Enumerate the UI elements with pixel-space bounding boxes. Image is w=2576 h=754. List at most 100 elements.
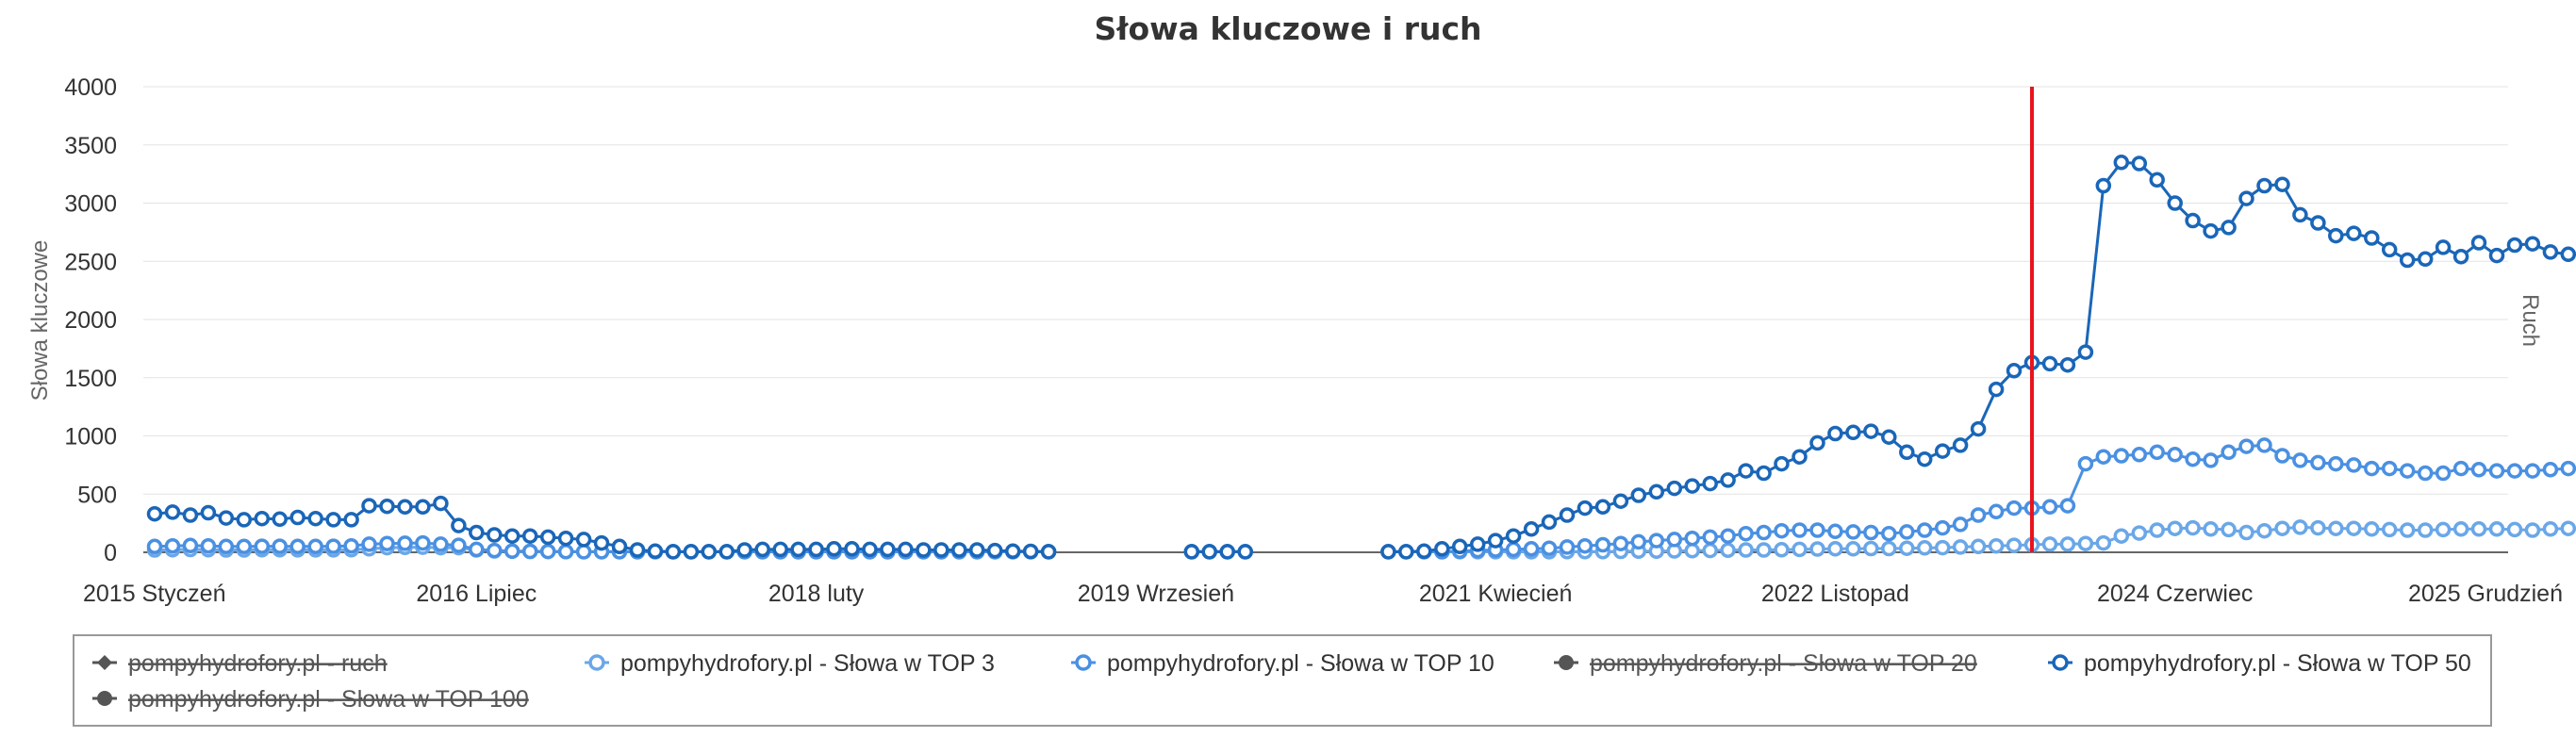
y-axis-title: Słowa kluczowe <box>27 240 53 402</box>
data-point <box>218 538 235 555</box>
data-point <box>1792 522 1808 538</box>
data-point <box>2221 220 2237 236</box>
x-tick-label: 2024 Czerwiec <box>2097 581 2253 607</box>
data-point <box>1934 443 1951 459</box>
data-point <box>415 534 431 551</box>
data-point <box>2113 528 2130 544</box>
data-point <box>2238 190 2254 206</box>
data-point <box>2364 230 2380 246</box>
data-point <box>539 529 556 546</box>
data-point <box>1451 538 1468 555</box>
data-point <box>307 510 323 527</box>
data-point <box>2221 521 2237 538</box>
data-point <box>2524 236 2541 252</box>
y-tick-label: 4000 <box>64 74 117 101</box>
data-point <box>1594 499 1611 516</box>
data-point <box>2185 212 2201 229</box>
data-point <box>1201 544 1217 560</box>
data-point <box>218 510 235 526</box>
data-point <box>361 498 377 514</box>
data-point <box>2364 460 2380 477</box>
data-point <box>2221 444 2237 461</box>
y-tick-label: 500 <box>77 482 117 508</box>
data-point <box>1577 500 1593 516</box>
y-tick-label: 3500 <box>64 133 117 159</box>
legend-label: pompyhydrofory.pl - Słowa w TOP 100 <box>128 686 529 713</box>
data-point <box>1899 444 1915 461</box>
data-point <box>2131 156 2148 172</box>
data-point <box>2417 522 2434 538</box>
data-point <box>2238 524 2254 541</box>
data-point <box>1756 524 1772 541</box>
data-point <box>1684 530 1700 547</box>
data-point <box>2524 522 2541 538</box>
data-point <box>1022 543 1039 560</box>
data-point <box>1577 537 1593 554</box>
data-point <box>182 537 199 554</box>
data-point <box>2149 444 2165 461</box>
data-point <box>736 542 752 558</box>
data-point <box>504 543 520 560</box>
data-point <box>2006 363 2023 379</box>
data-point <box>2185 451 2201 467</box>
data-point <box>469 541 485 558</box>
data-point <box>2131 447 2148 463</box>
data-point <box>593 534 610 551</box>
legend-label: pompyhydrofory.pl - Słowa w TOP 10 <box>1107 650 1494 677</box>
legend-item: pompyhydrofory.pl - Słowa w TOP 10 <box>1071 650 1494 677</box>
data-point <box>2381 460 2398 477</box>
data-point <box>2256 177 2272 194</box>
data-point <box>182 507 199 523</box>
data-point <box>2095 534 2112 551</box>
data-point <box>1666 532 1683 548</box>
data-point <box>2346 225 2362 241</box>
data-point <box>1916 522 1933 538</box>
legend-label: pompyhydrofory.pl - Słowa w TOP 20 <box>1590 650 1977 677</box>
data-point <box>808 541 824 558</box>
data-point <box>1559 539 1576 555</box>
data-point <box>2149 522 2165 538</box>
data-point <box>826 541 842 557</box>
data-point <box>1988 537 2005 554</box>
series-line <box>154 160 2568 553</box>
data-point <box>1827 425 1843 442</box>
data-point <box>557 544 574 560</box>
legend-item: pompyhydrofory.pl - Słowa w TOP 100 <box>92 686 529 713</box>
data-point <box>289 509 305 526</box>
data-point <box>200 504 217 521</box>
data-point <box>575 544 592 560</box>
legend-marker-icon <box>588 654 605 671</box>
data-point <box>1612 535 1629 551</box>
data-point <box>1219 544 1235 560</box>
data-point <box>2077 455 2094 472</box>
data-point <box>2346 457 2362 473</box>
data-point <box>2328 227 2344 244</box>
data-point <box>2006 537 2023 553</box>
data-point <box>1756 465 1772 482</box>
data-point <box>2560 246 2576 263</box>
data-point <box>2006 500 2023 516</box>
data-point <box>2203 452 2219 468</box>
data-point <box>718 544 735 560</box>
data-point <box>1738 463 1754 479</box>
data-point <box>2256 522 2272 539</box>
data-point <box>469 524 485 541</box>
data-point <box>1881 540 1897 557</box>
data-point <box>307 538 323 555</box>
data-point <box>933 542 949 558</box>
data-point <box>1809 434 1825 451</box>
data-point <box>1398 544 1414 560</box>
data-point <box>1845 524 1861 540</box>
data-point <box>1863 540 1879 557</box>
data-point <box>2506 521 2523 538</box>
data-point <box>272 511 288 528</box>
y-tick-label: 0 <box>104 540 117 566</box>
data-point <box>2488 247 2505 264</box>
data-point <box>629 542 646 558</box>
data-point <box>1702 542 1718 559</box>
data-point <box>1738 542 1754 558</box>
data-point <box>1720 472 1736 488</box>
data-point <box>2560 520 2576 536</box>
data-point <box>2524 463 2541 479</box>
data-point <box>683 544 700 560</box>
